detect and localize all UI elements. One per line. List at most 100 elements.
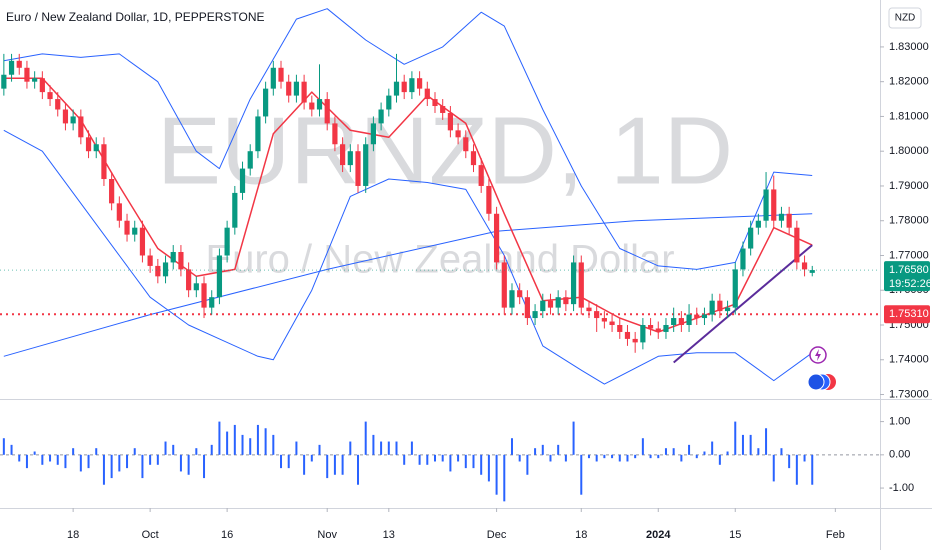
- candle-body: [555, 297, 561, 308]
- currency-label[interactable]: NZD: [895, 13, 916, 24]
- histogram-bar: [634, 454, 637, 459]
- candle-body: [717, 300, 723, 312]
- histogram-bar: [233, 424, 236, 455]
- histogram-bar: [495, 454, 498, 495]
- histogram-bar: [595, 454, 598, 462]
- candle-body: [301, 81, 307, 103]
- y-tick-label: 0.00: [889, 449, 910, 461]
- histogram-bar: [118, 454, 121, 472]
- candle-body: [463, 137, 469, 152]
- y-tick-label: 1.79000: [889, 180, 929, 192]
- candle-body: [763, 189, 769, 221]
- candle-body: [39, 78, 45, 93]
- candle-body: [786, 213, 792, 228]
- histogram-bar: [195, 448, 198, 455]
- candle-body: [209, 297, 215, 308]
- histogram-bar: [503, 454, 506, 502]
- histogram-bar: [303, 454, 306, 475]
- histogram-bar: [418, 454, 421, 465]
- candle-body: [32, 78, 38, 82]
- candle-body: [255, 116, 261, 152]
- candle-body: [316, 99, 323, 110]
- candle-body: [62, 109, 69, 124]
- candle-body: [16, 60, 22, 68]
- x-tick-label: 18: [575, 529, 587, 541]
- candle-body: [78, 116, 84, 138]
- candle-body: [93, 144, 99, 152]
- candle-body: [378, 109, 384, 124]
- histogram-bar: [572, 421, 575, 455]
- histogram-bar: [557, 444, 560, 455]
- histogram-bar: [95, 448, 98, 455]
- candle-body: [70, 116, 76, 124]
- indicator-line: [3, 8, 813, 270]
- candle-body: [478, 165, 484, 186]
- candle-body: [370, 123, 377, 145]
- last-price-label: 1.76580: [889, 264, 929, 276]
- event-glyph: [815, 349, 821, 361]
- histogram-bar: [741, 434, 744, 455]
- plot-layer: [0, 8, 880, 502]
- histogram-bar: [457, 454, 460, 462]
- histogram-bar: [657, 454, 660, 459]
- candle-body: [532, 311, 538, 319]
- histogram-bar: [641, 438, 644, 455]
- candle-body: [155, 265, 161, 277]
- candle-body: [540, 300, 546, 312]
- y-tick-label: 1.73000: [889, 388, 929, 400]
- last-price-box: [884, 261, 930, 292]
- candle-body: [432, 99, 438, 107]
- candle-body: [617, 325, 623, 332]
- histogram-bar: [803, 454, 806, 462]
- candle-body: [247, 151, 253, 169]
- candle-body: [594, 311, 600, 319]
- candle-body: [101, 144, 107, 180]
- histogram-bar: [295, 441, 298, 455]
- candle-body: [416, 78, 423, 89]
- histogram-bar: [387, 441, 390, 455]
- candle-body: [663, 325, 669, 332]
- histogram-bar: [518, 454, 521, 462]
- histogram-bar: [718, 454, 721, 465]
- histogram-bar: [780, 448, 783, 455]
- candle-body: [47, 92, 53, 100]
- candle-body: [748, 227, 754, 249]
- x-tick-label: 15: [729, 529, 741, 541]
- histogram-bar: [49, 454, 52, 462]
- candle-body: [162, 262, 169, 277]
- histogram-bar: [141, 454, 144, 479]
- candle-body: [632, 338, 638, 343]
- candle-body: [563, 297, 569, 305]
- candle-body: [640, 325, 646, 343]
- histogram-bar: [534, 448, 537, 455]
- histogram-bar: [672, 448, 675, 455]
- histogram-bar: [349, 441, 352, 455]
- histogram-bar: [734, 421, 737, 455]
- candle-body: [278, 67, 284, 82]
- histogram-bar: [249, 438, 252, 455]
- level-label-box: [884, 305, 930, 324]
- histogram-bar: [380, 441, 383, 455]
- histogram-bar: [695, 454, 698, 459]
- chart-title: Euro / New Zealand Dollar, 1D, PEPPERSTO…: [6, 10, 265, 24]
- y-tick-label: 1.00: [889, 416, 910, 428]
- histogram-bar: [10, 444, 13, 455]
- histogram-bar: [811, 454, 814, 485]
- candle-body: [85, 137, 92, 152]
- histogram-bar: [172, 444, 175, 455]
- y-tick-label: 1.78000: [889, 215, 929, 227]
- x-tick-label: Oct: [142, 529, 159, 541]
- candle-body: [447, 112, 453, 131]
- candle-body: [8, 60, 15, 75]
- candle-body: [547, 300, 554, 308]
- candle-body: [270, 67, 276, 89]
- histogram-bar: [426, 454, 429, 465]
- histogram-bar: [72, 448, 75, 455]
- currency-box[interactable]: [888, 7, 922, 29]
- candle-body: [709, 300, 715, 315]
- candle-body: [794, 227, 800, 263]
- histogram-bar: [765, 428, 768, 455]
- histogram-bar: [25, 454, 28, 469]
- news-icon[interactable]: [807, 373, 825, 391]
